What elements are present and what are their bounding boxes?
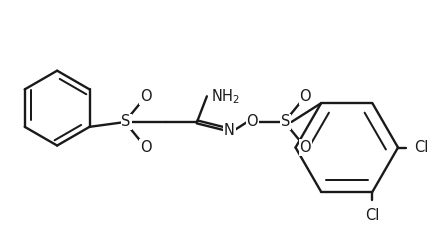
Text: O: O	[299, 89, 311, 104]
Text: O: O	[246, 114, 258, 129]
Text: Cl: Cl	[365, 208, 380, 223]
Text: NH$_2$: NH$_2$	[211, 87, 240, 106]
Text: N: N	[224, 123, 235, 138]
Text: Cl: Cl	[414, 140, 428, 155]
Text: O: O	[299, 140, 311, 155]
Text: S: S	[121, 114, 131, 129]
Text: O: O	[140, 140, 151, 155]
Text: S: S	[281, 114, 290, 129]
Text: O: O	[140, 89, 151, 104]
